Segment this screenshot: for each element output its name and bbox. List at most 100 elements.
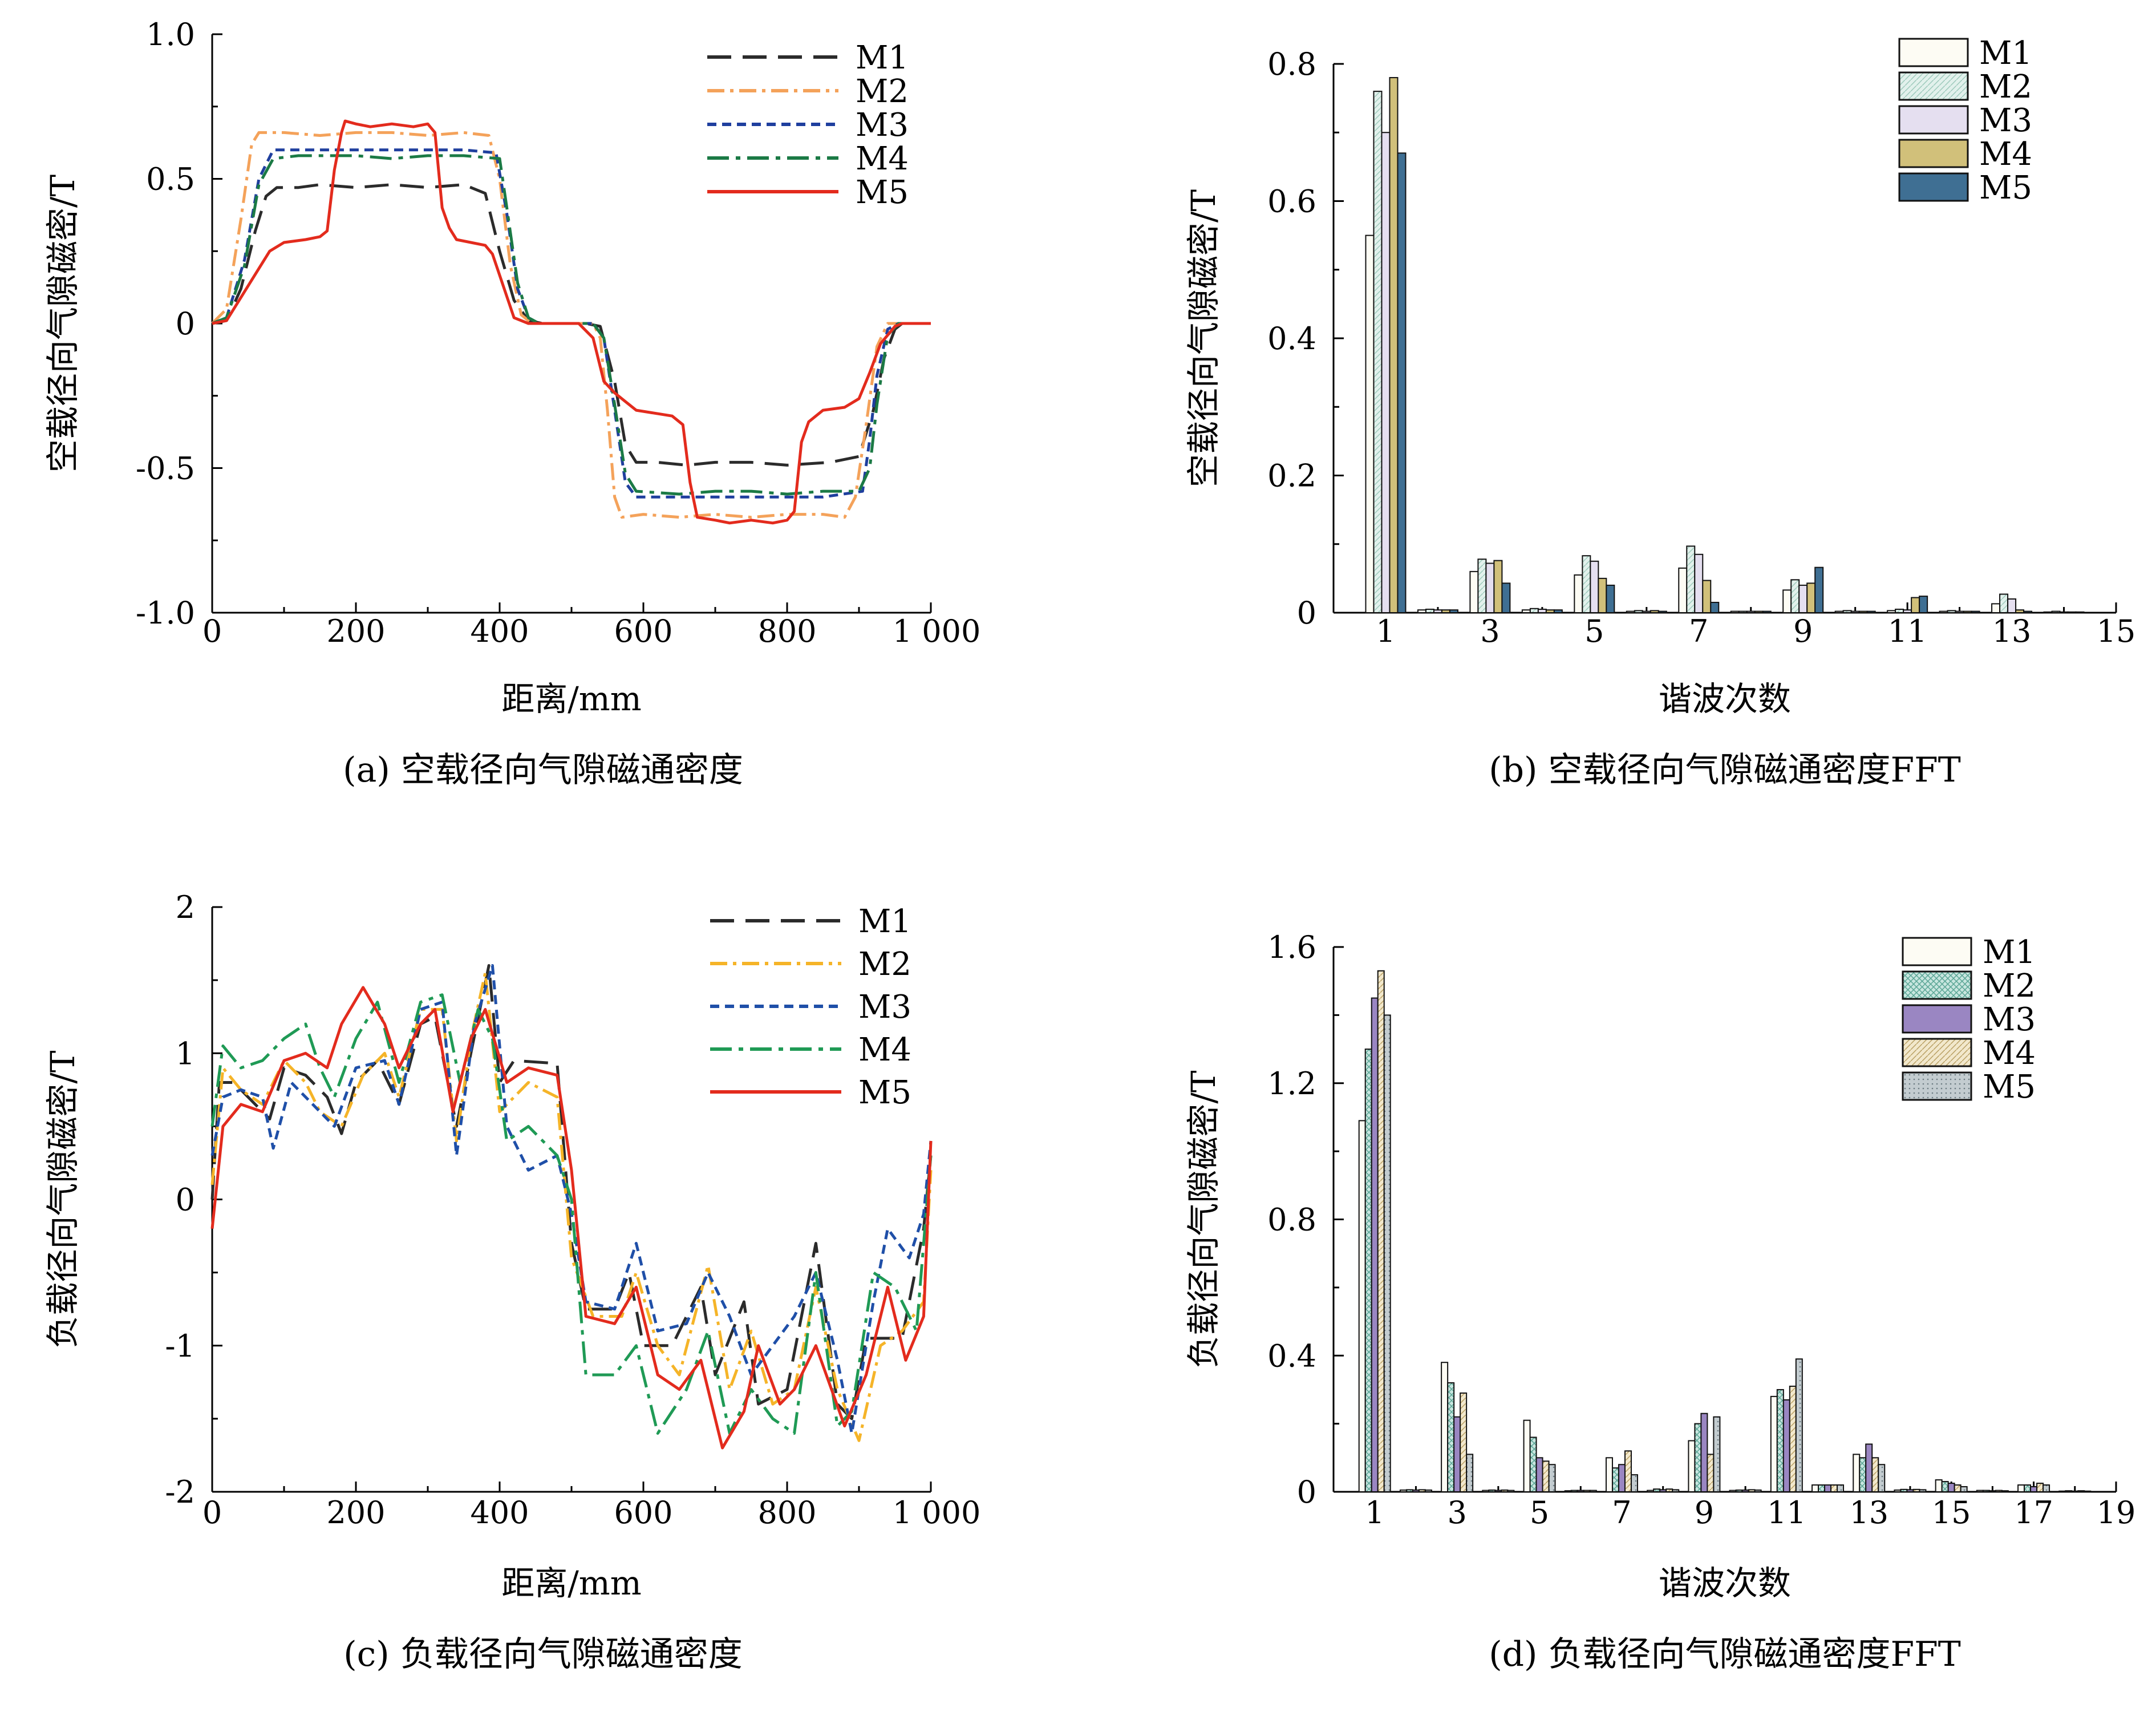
legend-swatch-m5 xyxy=(1902,1071,1972,1101)
bar-m5-h11 xyxy=(1795,1358,1803,1492)
bar-m1-h14 xyxy=(2043,611,2053,613)
bar-m5-h7 xyxy=(1630,1474,1638,1492)
legend-label-m3: M3 xyxy=(858,989,911,1026)
bar-m2-h8 xyxy=(1738,610,1748,613)
bar-m2-h18 xyxy=(2065,1490,2073,1493)
x-tick-label: 0 xyxy=(202,1495,222,1531)
bar-m4-h14 xyxy=(2067,611,2077,613)
bar-m4-h11 xyxy=(1911,597,1920,614)
bar-m2-h2 xyxy=(1405,1489,1413,1492)
legend-swatch-m1 xyxy=(1902,937,1972,966)
bar-m4-h11 xyxy=(1789,1385,1797,1492)
legend-label-m4: M4 xyxy=(1983,1035,2036,1072)
legend-label-m2: M2 xyxy=(858,946,911,983)
bar-m2-h4 xyxy=(1488,1490,1496,1492)
bar-m2-h15 xyxy=(1941,1481,1949,1492)
legend-swatch-m1 xyxy=(1898,38,1969,67)
legend-swatch-m4 xyxy=(1898,139,1969,168)
bar-m5-h13 xyxy=(2023,610,2033,613)
bar-m1-h11 xyxy=(1770,1395,1778,1492)
y-tick-label: 0.4 xyxy=(1267,1338,1316,1374)
bar-m3-h10 xyxy=(1850,610,1860,613)
bar-m5-h2 xyxy=(1449,609,1458,613)
legend-label-m5: M5 xyxy=(1983,1069,2036,1106)
x-tick-label: 9 xyxy=(1695,1495,1714,1531)
x-axis-label: 距离/mm xyxy=(501,1564,642,1602)
legend-label-m5: M5 xyxy=(1979,169,2032,207)
bar-m2-h4 xyxy=(1529,608,1539,614)
bar-m4-h12 xyxy=(1963,610,1972,613)
bar-m2-h17 xyxy=(2024,1484,2032,1492)
bar-m1-h7 xyxy=(1605,1457,1613,1492)
x-tick-label: 7 xyxy=(1689,613,1708,649)
bar-m5-h11 xyxy=(1919,596,1928,614)
x-tick-label: 15 xyxy=(1932,1495,1971,1531)
x-tick-label: 200 xyxy=(326,613,385,649)
bar-m3-h14 xyxy=(2059,611,2069,613)
bar-m3-h3 xyxy=(1453,1416,1461,1492)
y-axis-label: 空载径向气隙磁密/T xyxy=(43,175,82,473)
bar-m3-h9 xyxy=(1700,1412,1708,1492)
y-tick-label: -1.0 xyxy=(136,595,195,631)
bar-m4-h7 xyxy=(1702,580,1712,613)
bar-m2-h6 xyxy=(1634,610,1643,613)
bar-m1-h1 xyxy=(1358,1120,1366,1492)
legend-label-m2: M2 xyxy=(1979,68,2032,106)
bar-m2-h12 xyxy=(1947,610,1956,613)
bar-m5-h1 xyxy=(1397,152,1407,613)
x-tick-label: 200 xyxy=(326,1495,385,1531)
y-tick-label: 0.8 xyxy=(1267,46,1316,82)
legend-label-m5: M5 xyxy=(858,1074,911,1111)
bar-m4-h1 xyxy=(1389,77,1399,614)
bar-m3-h9 xyxy=(1798,584,1808,614)
y-tick-label: 0 xyxy=(1297,595,1316,631)
x-tick-label: 1 xyxy=(1376,613,1395,649)
bar-m3-h8 xyxy=(1746,610,1756,613)
x-tick-label: 3 xyxy=(1447,1495,1466,1531)
y-tick-label: 1.6 xyxy=(1267,929,1316,965)
bar-m1-h2 xyxy=(1417,609,1426,613)
chart-a: -1.0 -0.5 0 0.5 1.0 0 200 400 600 800 1 000 距离/mm 空载… xyxy=(43,17,980,790)
y-tick-label: -2 xyxy=(165,1474,195,1510)
bar-m4-h1 xyxy=(1377,970,1385,1492)
bar-m1-h15 xyxy=(1935,1479,1943,1492)
x-tick-label: 19 xyxy=(2097,1495,2136,1531)
bar-m3-h7 xyxy=(1618,1464,1626,1492)
bar-m5-h3 xyxy=(1466,1454,1474,1492)
bar-m4-h3 xyxy=(1460,1392,1468,1492)
chart-c: -2 -1 0 1 2 0 200 400 600 800 1 000 距离/mm 负载径向气隙磁密/T… xyxy=(43,889,980,1674)
y-tick-label: 0 xyxy=(176,1182,195,1218)
bar-m4-h8 xyxy=(1754,610,1764,613)
bar-m4-h13 xyxy=(2015,609,2025,613)
y-axis-label: 负载径向气隙磁密/T xyxy=(1184,1070,1223,1369)
bar-m1-h5 xyxy=(1574,574,1583,613)
series-line-m1 xyxy=(210,964,933,1420)
bar-m1-h10 xyxy=(1834,610,1844,613)
bar-m3-h5 xyxy=(1590,560,1599,613)
bar-m5-h10 xyxy=(1866,610,1876,613)
bar-m5-h14 xyxy=(2075,611,2085,613)
x-tick-label: 0 xyxy=(202,613,222,649)
bar-m5-h13 xyxy=(1878,1464,1886,1492)
bar-m4-h2 xyxy=(1418,1489,1426,1492)
bar-m2-h7 xyxy=(1686,545,1696,613)
bar-m5-h8 xyxy=(1672,1489,1680,1492)
bar-m2-h10 xyxy=(1842,610,1852,613)
x-axis-label: 距离/mm xyxy=(501,679,642,718)
bar-m2-h10 xyxy=(1735,1490,1743,1492)
legend-label-m1: M1 xyxy=(858,903,911,940)
y-tick-label: 1 xyxy=(176,1035,195,1071)
x-tick-label: 9 xyxy=(1793,613,1813,649)
y-tick-label: 0 xyxy=(1297,1474,1316,1510)
bar-m2-h14 xyxy=(2051,610,2061,613)
series-line-m4 xyxy=(210,993,933,1435)
y-axis-label: 负载径向气隙磁密/T xyxy=(43,1050,82,1349)
bar-m2-h14 xyxy=(1900,1488,1908,1492)
bar-m2-h9 xyxy=(1694,1423,1702,1492)
bar-m5-h12 xyxy=(1971,610,1980,613)
bar-m5-h6 xyxy=(1657,610,1667,613)
x-tick-label: 800 xyxy=(757,613,816,649)
x-tick-label: 5 xyxy=(1530,1495,1549,1531)
bar-m5-h1 xyxy=(1383,1014,1391,1492)
